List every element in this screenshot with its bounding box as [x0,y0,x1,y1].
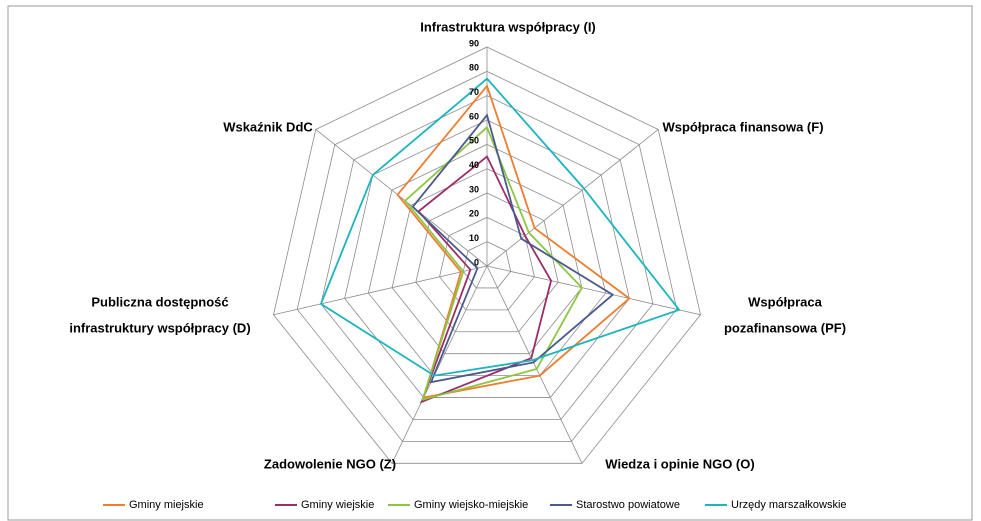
grid-ring [344,119,630,398]
tick-label: 50 [469,136,479,146]
spoke [486,129,659,267]
spoke [391,265,488,464]
series-line [319,77,681,377]
spoke [273,265,488,316]
tick-label: 40 [469,160,479,170]
spoke [486,265,701,316]
category-label: Współpraca finansowa (F) [662,119,823,134]
series-line [396,84,631,399]
category-label: Współpraca [748,294,822,309]
category-label: Infrastruktura współpracy (I) [420,19,596,34]
frame [7,5,973,521]
grid-ring [462,241,512,289]
tick-label: 70 [469,87,479,97]
tick-label: 10 [469,233,479,243]
category-label: Publiczna dostępność [91,294,228,309]
category-label: pozafinansowa (PF) [724,320,846,335]
category-label: Zadowolenie NGO (Z) [264,456,396,471]
grid-ring [296,70,678,442]
series-line [403,125,584,402]
grid-ring [320,95,654,420]
category-label: Wskaźnik DdC [223,119,313,134]
tick-label: 0 [474,257,479,267]
tick-label: 20 [469,209,479,219]
legend-label: Gminy miejskie [129,499,204,511]
tick-label: 60 [469,111,479,121]
grid-ring [391,168,583,355]
grid-ring [273,46,701,464]
spoke [315,129,488,267]
legend-label: Starostwo powiatowe [576,499,680,511]
series-line [411,113,615,384]
spoke [486,265,583,464]
tick-label: 90 [469,38,479,48]
legend-label: Gminy wiejsko-miejskie [414,499,528,511]
tick-label: 30 [469,184,479,194]
category-label: infrastruktury współpracy (D) [69,320,250,335]
legend-label: Gminy wiejskie [301,499,374,511]
category-label: Wiedza i opinie NGO (O) [605,456,754,471]
tick-label: 80 [469,63,479,73]
legend-label: Urzędy marszałkowskie [731,499,847,511]
